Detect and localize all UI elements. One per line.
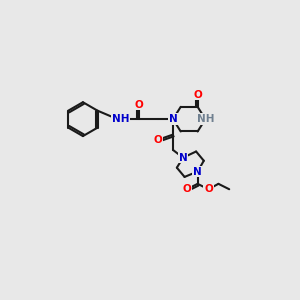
Text: NH: NH xyxy=(112,114,129,124)
Text: N: N xyxy=(178,153,188,163)
Text: O: O xyxy=(135,100,143,110)
Text: O: O xyxy=(204,184,213,194)
Text: NH: NH xyxy=(196,114,214,124)
Text: O: O xyxy=(153,135,162,145)
Text: N: N xyxy=(169,114,177,124)
Text: N: N xyxy=(193,167,202,176)
Text: O: O xyxy=(182,184,191,194)
Text: O: O xyxy=(193,89,202,100)
